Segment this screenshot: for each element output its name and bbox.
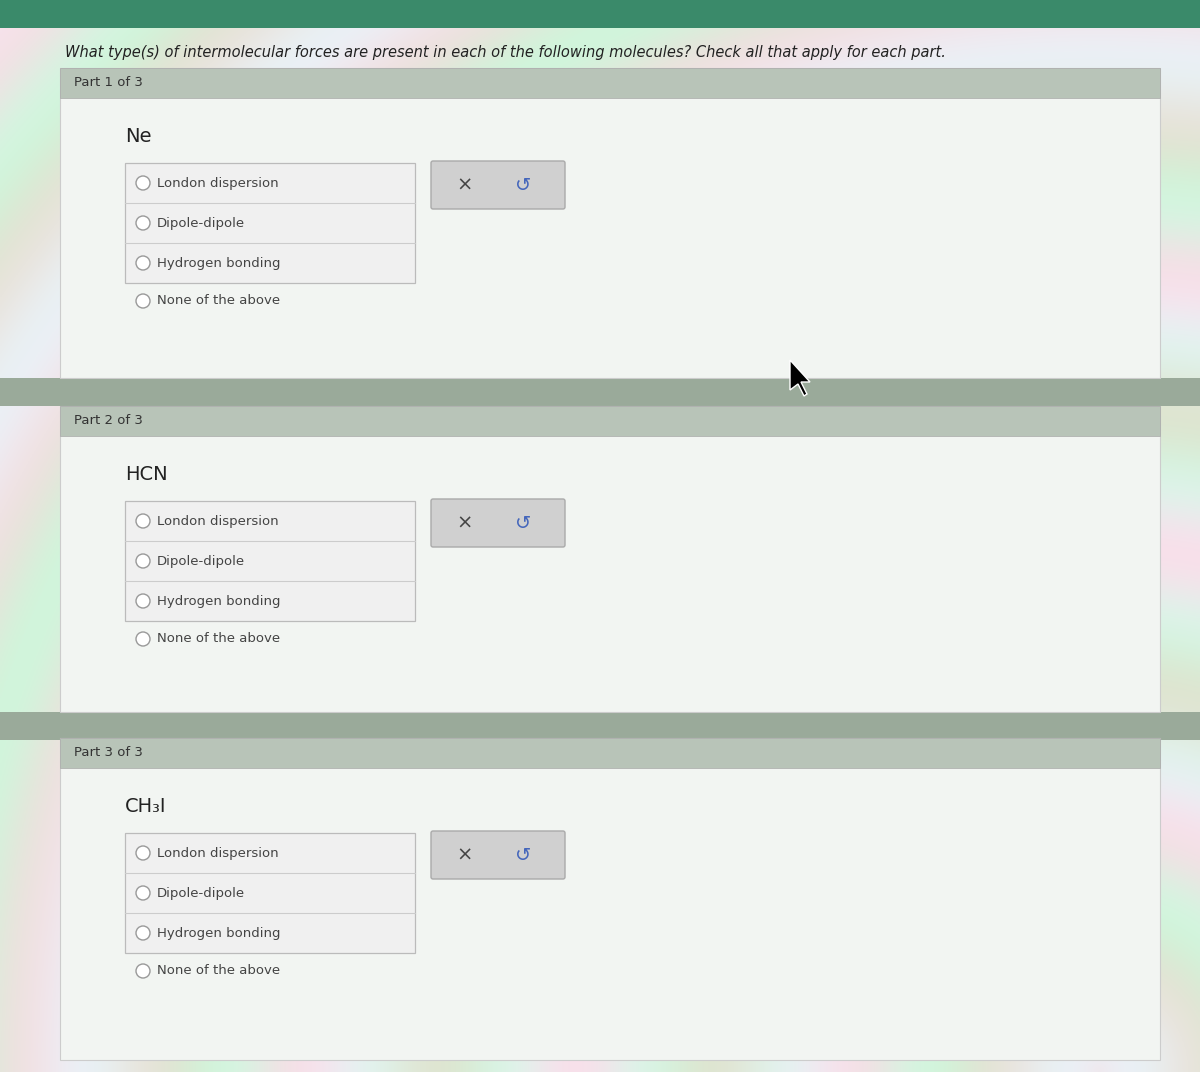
Bar — [0, 712, 1200, 740]
FancyBboxPatch shape — [431, 831, 565, 879]
Text: ×: × — [457, 846, 473, 864]
Bar — [125, 501, 415, 621]
Text: None of the above: None of the above — [157, 965, 280, 978]
Text: ↺: ↺ — [515, 176, 532, 194]
Bar — [125, 833, 415, 953]
Circle shape — [136, 632, 150, 646]
FancyBboxPatch shape — [431, 161, 565, 209]
Bar — [60, 738, 1160, 1060]
Text: Ne: Ne — [125, 126, 151, 146]
Text: ↺: ↺ — [515, 846, 532, 864]
Circle shape — [136, 964, 150, 978]
FancyBboxPatch shape — [431, 498, 565, 547]
Text: London dispersion: London dispersion — [157, 847, 278, 860]
Bar — [60, 738, 1160, 768]
Bar — [0, 378, 1200, 406]
Text: Hydrogen bonding: Hydrogen bonding — [157, 595, 281, 608]
Circle shape — [136, 594, 150, 608]
Text: CH₃I: CH₃I — [125, 796, 167, 816]
Text: ↺: ↺ — [515, 513, 532, 533]
Bar — [125, 163, 415, 283]
Text: Hydrogen bonding: Hydrogen bonding — [157, 926, 281, 939]
Text: ×: × — [457, 176, 473, 194]
Circle shape — [136, 926, 150, 940]
Circle shape — [136, 885, 150, 900]
Bar — [60, 68, 1160, 98]
Bar — [60, 406, 1160, 712]
Circle shape — [136, 846, 150, 860]
Text: London dispersion: London dispersion — [157, 177, 278, 190]
Text: London dispersion: London dispersion — [157, 515, 278, 527]
Text: Dipole-dipole: Dipole-dipole — [157, 217, 245, 229]
Bar — [60, 68, 1160, 378]
Bar — [60, 406, 1160, 436]
Text: None of the above: None of the above — [157, 295, 280, 308]
Text: Part 3 of 3: Part 3 of 3 — [74, 746, 143, 759]
Polygon shape — [790, 360, 810, 396]
Bar — [0, 0, 1200, 28]
Circle shape — [136, 215, 150, 230]
Circle shape — [136, 554, 150, 568]
Text: None of the above: None of the above — [157, 632, 280, 645]
Text: Part 2 of 3: Part 2 of 3 — [74, 415, 143, 428]
Text: Part 1 of 3: Part 1 of 3 — [74, 76, 143, 89]
Text: What type(s) of intermolecular forces are present in each of the following molec: What type(s) of intermolecular forces ar… — [65, 45, 946, 60]
Circle shape — [136, 176, 150, 190]
Text: Hydrogen bonding: Hydrogen bonding — [157, 256, 281, 269]
Circle shape — [136, 256, 150, 270]
Text: Dipole-dipole: Dipole-dipole — [157, 554, 245, 567]
Circle shape — [136, 294, 150, 308]
Text: ×: × — [457, 513, 473, 533]
Text: HCN: HCN — [125, 464, 168, 483]
Text: Dipole-dipole: Dipole-dipole — [157, 887, 245, 899]
Circle shape — [136, 513, 150, 528]
